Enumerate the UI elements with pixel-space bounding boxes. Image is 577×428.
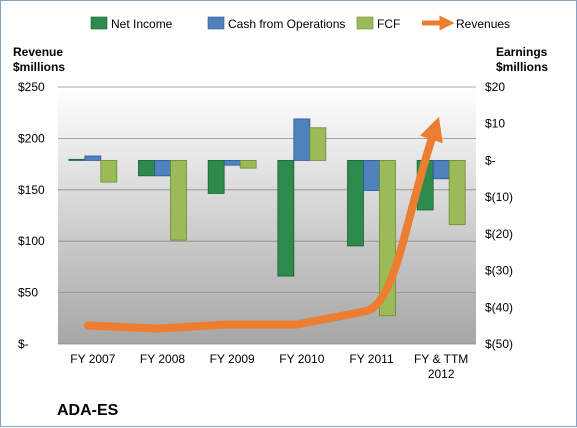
bar-fcf-1 — [170, 160, 187, 241]
right-tick-label-5: $- — [485, 153, 496, 167]
left-axis-title: Revenue $millions — [13, 45, 65, 74]
category-axis-labels: FY 2007 FY 2008 FY 2009 FY 2010 FY 2011 FY & … — [70, 352, 468, 381]
category-label-4: FY 2011 — [349, 352, 394, 366]
bar-fcf-5 — [448, 160, 466, 226]
left-tick-label-1: $50 — [18, 286, 38, 300]
left-axis-title-line-2: $millions — [13, 60, 65, 74]
legend-swatch-fcf — [356, 16, 374, 30]
category-label-5: FY & TTM 2012 — [414, 352, 468, 381]
bar-cash-from-operations-3 — [293, 118, 311, 161]
bar-fcf-0 — [100, 160, 118, 183]
revenues-line — [84, 116, 443, 333]
right-tick-label-7: $20 — [485, 80, 505, 94]
bar-fcf-2 — [239, 160, 257, 169]
legend-label-fcf: FCF — [377, 17, 400, 31]
right-tick-label-0: $(50) — [485, 337, 513, 351]
right-axis-title: Earnings $millions — [496, 45, 548, 74]
legend-swatch-cash-from-operations — [207, 16, 225, 30]
right-tick-label-6: $10 — [485, 117, 505, 131]
left-tick-label-3: $150 — [18, 183, 45, 197]
revenue-series — [84, 116, 443, 333]
bar-series — [68, 118, 466, 317]
left-axis-title-line-1: Revenue — [13, 45, 63, 59]
bar-net-income-1 — [138, 160, 155, 177]
legend-label-cash-from-operations: Cash from Operations — [228, 17, 345, 31]
right-axis-title-line-1: Earnings — [496, 45, 548, 59]
legend-label-revenues: Revenues — [456, 17, 510, 31]
bar-net-income-3 — [277, 160, 295, 277]
left-tick-label-0: $- — [18, 337, 29, 351]
legend-swatch-net-income — [90, 16, 108, 30]
bar-net-income-2 — [207, 160, 225, 194]
bar-cash-from-operations-1 — [154, 160, 171, 177]
bar-fcf-3 — [309, 127, 327, 161]
bar-cash-from-operations-5 — [432, 160, 450, 180]
gridlines — [58, 86, 476, 345]
left-axis-ticks: $- $50 $100 $150 $200 $250 — [18, 80, 45, 351]
right-axis-ticks: $(50) $(40) $(30) $(20) $(10) $- $10 $20 — [485, 80, 513, 351]
category-label-3: FY 2010 — [279, 352, 324, 366]
bar-cash-from-operations-2 — [223, 160, 241, 166]
ticker-label: ADA-ES — [57, 402, 119, 419]
category-label-2: FY 2009 — [210, 352, 255, 366]
right-tick-label-1: $(40) — [485, 300, 513, 314]
left-tick-label-2: $100 — [18, 234, 45, 248]
left-tick-label-4: $200 — [18, 131, 45, 145]
right-tick-label-3: $(20) — [485, 227, 513, 241]
legend-label-net-income: Net Income — [111, 17, 173, 31]
category-label-1: FY 2008 — [140, 352, 185, 366]
right-axis-title-line-2: $millions — [496, 60, 548, 74]
bar-cash-from-operations-0 — [84, 155, 102, 161]
category-label-0: FY 2007 — [70, 352, 115, 366]
bar-net-income-4 — [347, 160, 364, 247]
right-tick-label-2: $(30) — [485, 264, 513, 278]
right-tick-label-4: $(10) — [485, 190, 513, 204]
legend: Net Income Cash from Operations FCF Reve… — [90, 15, 510, 31]
left-tick-label-5: $250 — [18, 80, 45, 94]
bar-cash-from-operations-4 — [363, 160, 380, 191]
bar-net-income-0 — [68, 158, 86, 161]
